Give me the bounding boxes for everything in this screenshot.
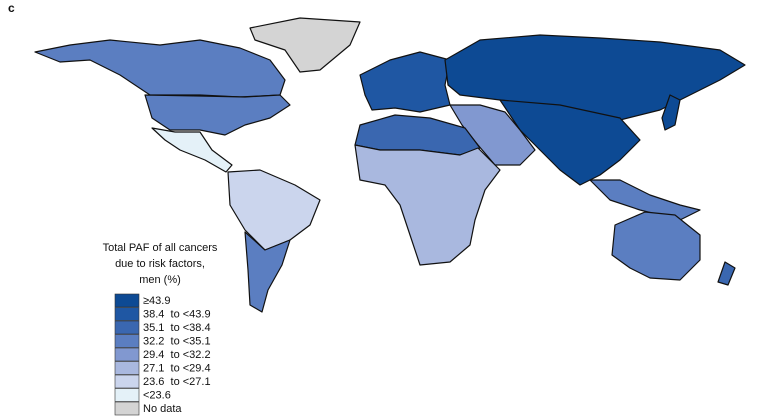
south-america-south bbox=[244, 231, 291, 313]
legend-title: Total PAF of all cancers bbox=[103, 242, 218, 254]
legend-swatch bbox=[114, 293, 140, 308]
legend-label: No data bbox=[143, 403, 182, 415]
panel-label: c bbox=[8, 1, 15, 15]
legend-label: 23.6 to <27.1 bbox=[143, 376, 211, 388]
japan bbox=[661, 94, 681, 131]
greenland bbox=[249, 17, 361, 73]
legend-label: 29.4 to <32.2 bbox=[143, 349, 211, 361]
canada-alaska bbox=[34, 39, 286, 98]
legend-title: due to risk factors, bbox=[115, 258, 205, 270]
legend-label: <23.6 bbox=[143, 389, 171, 401]
australia bbox=[611, 211, 701, 281]
europe bbox=[359, 51, 451, 113]
legend-label: 35.1 to <38.4 bbox=[143, 322, 211, 334]
mexico-central-america bbox=[151, 127, 233, 173]
china-south-asia bbox=[499, 99, 641, 186]
legend-swatch bbox=[114, 388, 140, 402]
united-states bbox=[144, 94, 291, 136]
legend-swatch bbox=[114, 374, 140, 389]
legend-label: 38.4 to <43.9 bbox=[143, 308, 211, 320]
new-zealand bbox=[717, 261, 736, 286]
legend-swatch bbox=[114, 334, 140, 348]
legend-label: 27.1 to <29.4 bbox=[143, 362, 211, 374]
legend-swatch bbox=[114, 307, 140, 321]
legend-swatch bbox=[114, 401, 140, 416]
southeast-asia bbox=[589, 179, 701, 221]
south-america-north bbox=[227, 169, 321, 251]
legend-swatch bbox=[114, 347, 140, 362]
legend: Total PAF of all cancers due to risk fact… bbox=[103, 242, 218, 416]
legend-label: ≥43.9 bbox=[143, 295, 170, 307]
legend-swatch bbox=[114, 320, 140, 335]
world-map bbox=[34, 17, 746, 313]
legend-label: 32.2 to <35.1 bbox=[143, 335, 211, 347]
legend-title: men (%) bbox=[139, 274, 181, 286]
legend-swatch bbox=[114, 361, 140, 375]
sub-saharan-africa bbox=[354, 144, 501, 266]
